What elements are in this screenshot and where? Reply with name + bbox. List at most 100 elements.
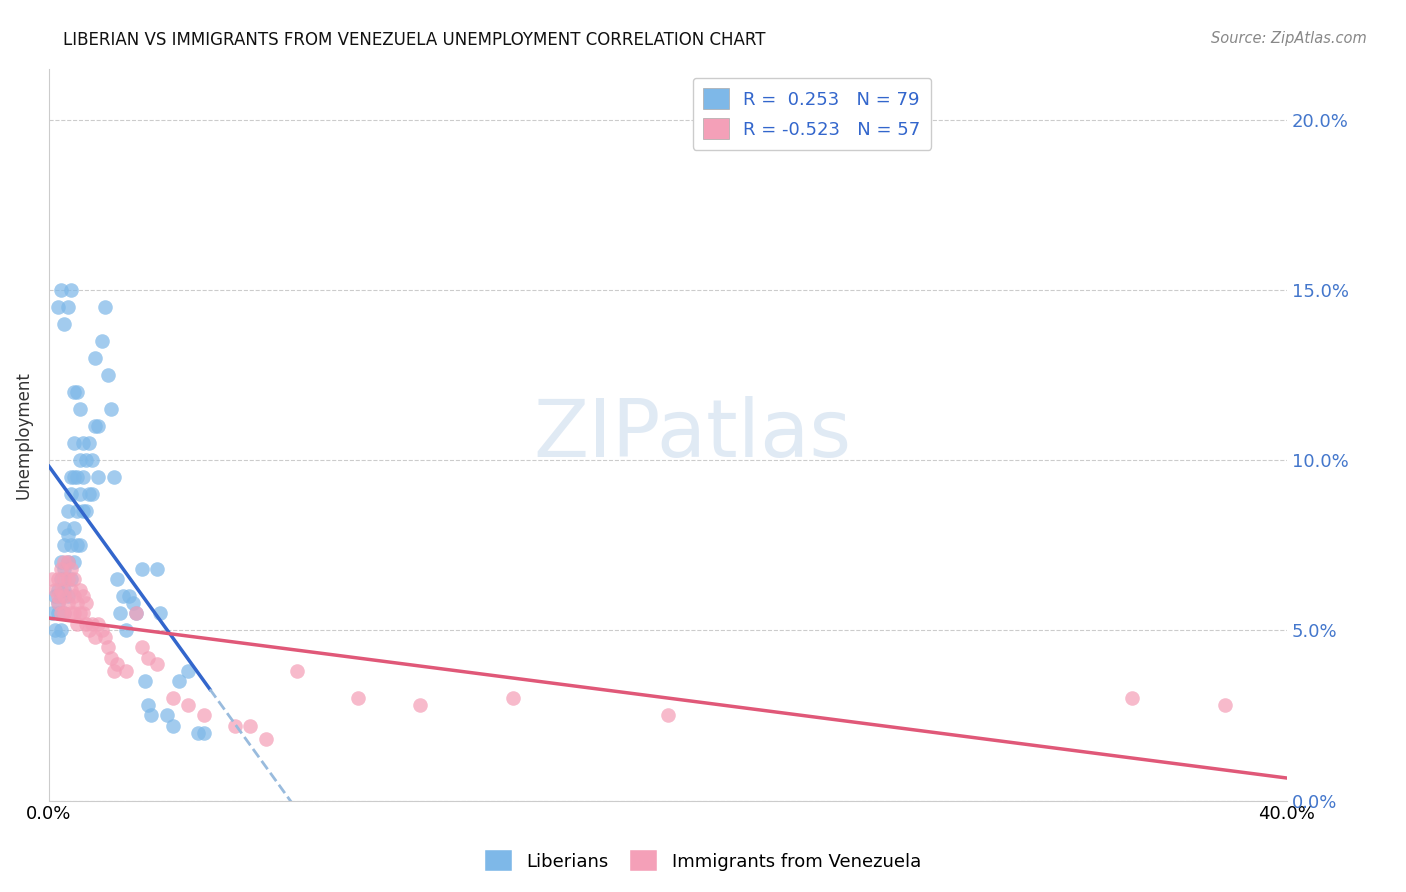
Point <box>177 698 200 713</box>
Point <box>56 555 79 569</box>
Point <box>100 650 122 665</box>
Point <box>59 582 82 597</box>
Point <box>177 664 200 678</box>
Point <box>69 607 91 621</box>
Point <box>103 470 125 484</box>
Point <box>87 616 110 631</box>
Point <box>146 562 169 576</box>
Text: LIBERIAN VS IMMIGRANTS FROM VENEZUELA UNEMPLOYMENT CORRELATION CHART: LIBERIAN VS IMMIGRANTS FROM VENEZUELA UN… <box>63 31 766 49</box>
Point <box>115 664 138 678</box>
Point <box>46 596 69 610</box>
Point <box>56 300 79 314</box>
Point <box>103 664 125 678</box>
Point <box>409 698 432 713</box>
Point <box>72 470 94 484</box>
Point <box>59 487 82 501</box>
Point <box>62 607 84 621</box>
Point <box>53 538 76 552</box>
Point <box>66 616 89 631</box>
Point <box>186 725 208 739</box>
Point <box>51 590 73 604</box>
Point <box>193 725 215 739</box>
Point <box>69 402 91 417</box>
Y-axis label: Unemployment: Unemployment <box>15 371 32 499</box>
Point <box>134 674 156 689</box>
Point <box>77 487 100 501</box>
Point <box>118 590 141 604</box>
Point <box>121 596 143 610</box>
Point <box>139 708 162 723</box>
Point <box>46 607 69 621</box>
Point <box>87 419 110 434</box>
Point <box>93 630 115 644</box>
Point <box>657 708 679 723</box>
Point <box>84 630 107 644</box>
Point <box>56 590 79 604</box>
Point <box>59 283 82 297</box>
Point <box>51 607 73 621</box>
Point <box>51 562 73 576</box>
Point <box>72 504 94 518</box>
Point <box>69 453 91 467</box>
Point <box>100 402 122 417</box>
Point <box>84 419 107 434</box>
Point <box>75 504 97 518</box>
Point <box>59 572 82 586</box>
Point <box>82 616 104 631</box>
Point <box>53 521 76 535</box>
Point <box>53 555 76 569</box>
Point <box>72 436 94 450</box>
Point <box>162 691 184 706</box>
Point <box>75 453 97 467</box>
Point <box>59 470 82 484</box>
Point <box>66 596 89 610</box>
Point <box>62 555 84 569</box>
Point <box>44 582 66 597</box>
Point <box>93 300 115 314</box>
Point <box>75 616 97 631</box>
Point <box>59 562 82 576</box>
Point <box>53 572 76 586</box>
Point <box>51 582 73 597</box>
Point <box>115 624 138 638</box>
Point <box>69 487 91 501</box>
Point <box>167 674 190 689</box>
Point <box>149 607 172 621</box>
Point <box>72 590 94 604</box>
Point <box>155 708 177 723</box>
Point <box>59 538 82 552</box>
Point <box>51 555 73 569</box>
Point <box>69 582 91 597</box>
Point <box>66 384 89 399</box>
Point <box>44 590 66 604</box>
Point <box>66 538 89 552</box>
Point <box>146 657 169 672</box>
Point <box>162 719 184 733</box>
Point <box>69 538 91 552</box>
Point <box>62 384 84 399</box>
Point <box>41 607 63 621</box>
Point <box>46 630 69 644</box>
Point <box>56 528 79 542</box>
Point <box>46 590 69 604</box>
Point <box>53 582 76 597</box>
Point <box>87 470 110 484</box>
Point <box>136 698 159 713</box>
Point <box>97 368 120 382</box>
Text: ZIPatlas: ZIPatlas <box>534 395 852 474</box>
Point <box>285 664 308 678</box>
Point <box>51 624 73 638</box>
Point <box>53 317 76 331</box>
Point <box>77 436 100 450</box>
Point <box>77 624 100 638</box>
Point <box>131 562 153 576</box>
Point <box>46 596 69 610</box>
Point <box>53 562 76 576</box>
Point <box>46 582 69 597</box>
Point <box>112 590 135 604</box>
Point <box>1121 691 1143 706</box>
Point <box>82 453 104 467</box>
Legend: R =  0.253   N = 79, R = -0.523   N = 57: R = 0.253 N = 79, R = -0.523 N = 57 <box>693 78 931 150</box>
Point <box>56 504 79 518</box>
Point <box>62 521 84 535</box>
